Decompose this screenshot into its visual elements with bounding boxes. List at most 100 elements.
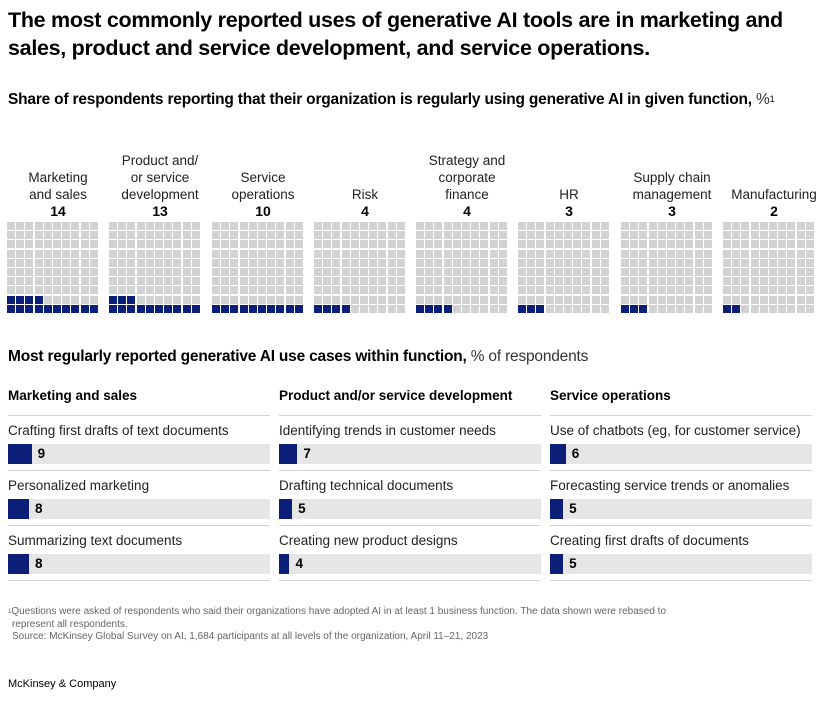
waffle-cell-empty xyxy=(498,277,507,286)
waffle-cell-empty xyxy=(796,268,805,276)
waffle-item: Marketing and sales 14 xyxy=(7,146,109,316)
waffle-cell-empty xyxy=(787,304,796,313)
waffle-cell-empty xyxy=(7,277,15,286)
bar xyxy=(550,554,564,574)
waffle-cell-empty xyxy=(545,240,554,249)
waffle-cell-empty xyxy=(600,277,609,286)
waffle-cell-empty xyxy=(396,231,405,240)
waffle-cell-empty xyxy=(685,258,694,267)
waffle-cell-empty xyxy=(378,295,387,304)
waffle-cell-empty xyxy=(109,240,117,249)
waffle-grid xyxy=(212,222,304,314)
waffle-cell-empty xyxy=(648,240,657,249)
waffle-cell-empty xyxy=(796,304,805,313)
waffle-cell-empty xyxy=(155,249,163,258)
waffle-cell-empty xyxy=(434,240,443,249)
waffle-cell-empty xyxy=(387,304,396,313)
waffle-cell-empty xyxy=(323,277,332,286)
waffle-cell-filled xyxy=(294,304,303,313)
use-case-row: Use of chatbots (eg, for customer servic… xyxy=(550,416,812,471)
waffle-cell-empty xyxy=(16,277,25,286)
waffle-cell-empty xyxy=(703,286,712,295)
waffle-header: Supply chain management 3 xyxy=(613,169,731,220)
waffle-cell-empty xyxy=(600,286,609,295)
waffle-cell-filled xyxy=(639,304,648,313)
waffle-cell-empty xyxy=(350,295,359,304)
waffle-cell-empty xyxy=(71,240,80,249)
waffle-item: Product and/or service development 13 xyxy=(109,146,211,316)
waffle-cell-filled xyxy=(323,304,332,313)
waffle-label: finance xyxy=(445,187,489,202)
use-case-label: Forecasting service trends or anomalies xyxy=(550,478,790,493)
waffle-cell-empty xyxy=(62,222,71,230)
waffle-cell-empty xyxy=(732,222,741,230)
waffle-cell-empty xyxy=(545,268,554,276)
waffle-cell-empty xyxy=(573,286,582,295)
waffle-cell-empty xyxy=(452,286,461,295)
waffle-cell-empty xyxy=(657,258,666,267)
waffle-cell-empty xyxy=(276,268,285,276)
waffle-cell-empty xyxy=(723,240,731,249)
waffle-cell-empty xyxy=(323,222,332,230)
waffle-cell-empty xyxy=(80,222,89,230)
waffle-value: 13 xyxy=(152,203,168,219)
waffle-cell-empty xyxy=(573,249,582,258)
waffle-cell-empty xyxy=(685,240,694,249)
waffle-cell-empty xyxy=(805,249,814,258)
waffle-cell-empty xyxy=(360,304,368,313)
waffle-cell-filled xyxy=(155,304,163,313)
waffle-cell-empty xyxy=(527,249,536,258)
waffle-cell-empty xyxy=(489,231,498,240)
waffle-cell-empty xyxy=(694,258,703,267)
waffle-cell-empty xyxy=(536,231,545,240)
waffle-cell-empty xyxy=(694,222,703,230)
waffle-cell-empty xyxy=(294,222,303,230)
waffle-cell-empty xyxy=(805,286,814,295)
waffle-cell-empty xyxy=(248,258,257,267)
waffle-cell-empty xyxy=(323,231,332,240)
bar-track: 9 xyxy=(8,444,270,464)
use-case-row: Crafting first drafts of text documents 9 xyxy=(8,416,270,471)
waffle-cell-empty xyxy=(248,295,257,304)
waffle-cell-empty xyxy=(145,286,154,295)
waffle-cell-empty xyxy=(145,231,154,240)
waffle-cell-empty xyxy=(164,231,173,240)
waffle-cell-empty xyxy=(536,249,545,258)
waffle-cell-empty xyxy=(434,258,443,267)
waffle-cell-empty xyxy=(778,304,787,313)
waffle-cell-empty xyxy=(164,249,173,258)
waffle-cell-empty xyxy=(212,240,220,249)
use-case-label: Crafting first drafts of text documents xyxy=(8,423,229,438)
waffle-cell-empty xyxy=(676,258,685,267)
waffle-cell-empty xyxy=(341,258,350,267)
waffle-cell-empty xyxy=(667,249,675,258)
waffle-cell-empty xyxy=(80,240,89,249)
waffle-cell-empty xyxy=(759,277,768,286)
waffle-cell-empty xyxy=(536,258,545,267)
waffle-cell-empty xyxy=(527,222,536,230)
waffle-cell-empty xyxy=(350,286,359,295)
waffle-cell-empty xyxy=(127,268,136,276)
waffle-cell-empty xyxy=(667,240,675,249)
waffle-cell-empty xyxy=(7,222,15,230)
waffle-cell-empty xyxy=(778,258,787,267)
waffle-cell-empty xyxy=(630,258,639,267)
waffle-cell-empty xyxy=(25,268,34,276)
waffle-cell-empty xyxy=(258,249,266,258)
waffle-cell-empty xyxy=(396,268,405,276)
waffle-cell-empty xyxy=(694,240,703,249)
waffle-cell-empty xyxy=(221,286,230,295)
waffle-cell-empty xyxy=(527,268,536,276)
waffle-cell-empty xyxy=(145,249,154,258)
waffle-cell-empty xyxy=(573,222,582,230)
waffle-cell-filled xyxy=(71,304,80,313)
waffle-cell-empty xyxy=(769,231,777,240)
waffle-cell-empty xyxy=(796,286,805,295)
waffle-cell-empty xyxy=(53,295,61,304)
waffle-cell-empty xyxy=(639,277,648,286)
waffle-cell-empty xyxy=(648,258,657,267)
waffle-cell-empty xyxy=(489,304,498,313)
waffle-cell-empty xyxy=(285,258,294,267)
waffle-cell-empty xyxy=(498,268,507,276)
waffle-cell-empty xyxy=(173,222,182,230)
